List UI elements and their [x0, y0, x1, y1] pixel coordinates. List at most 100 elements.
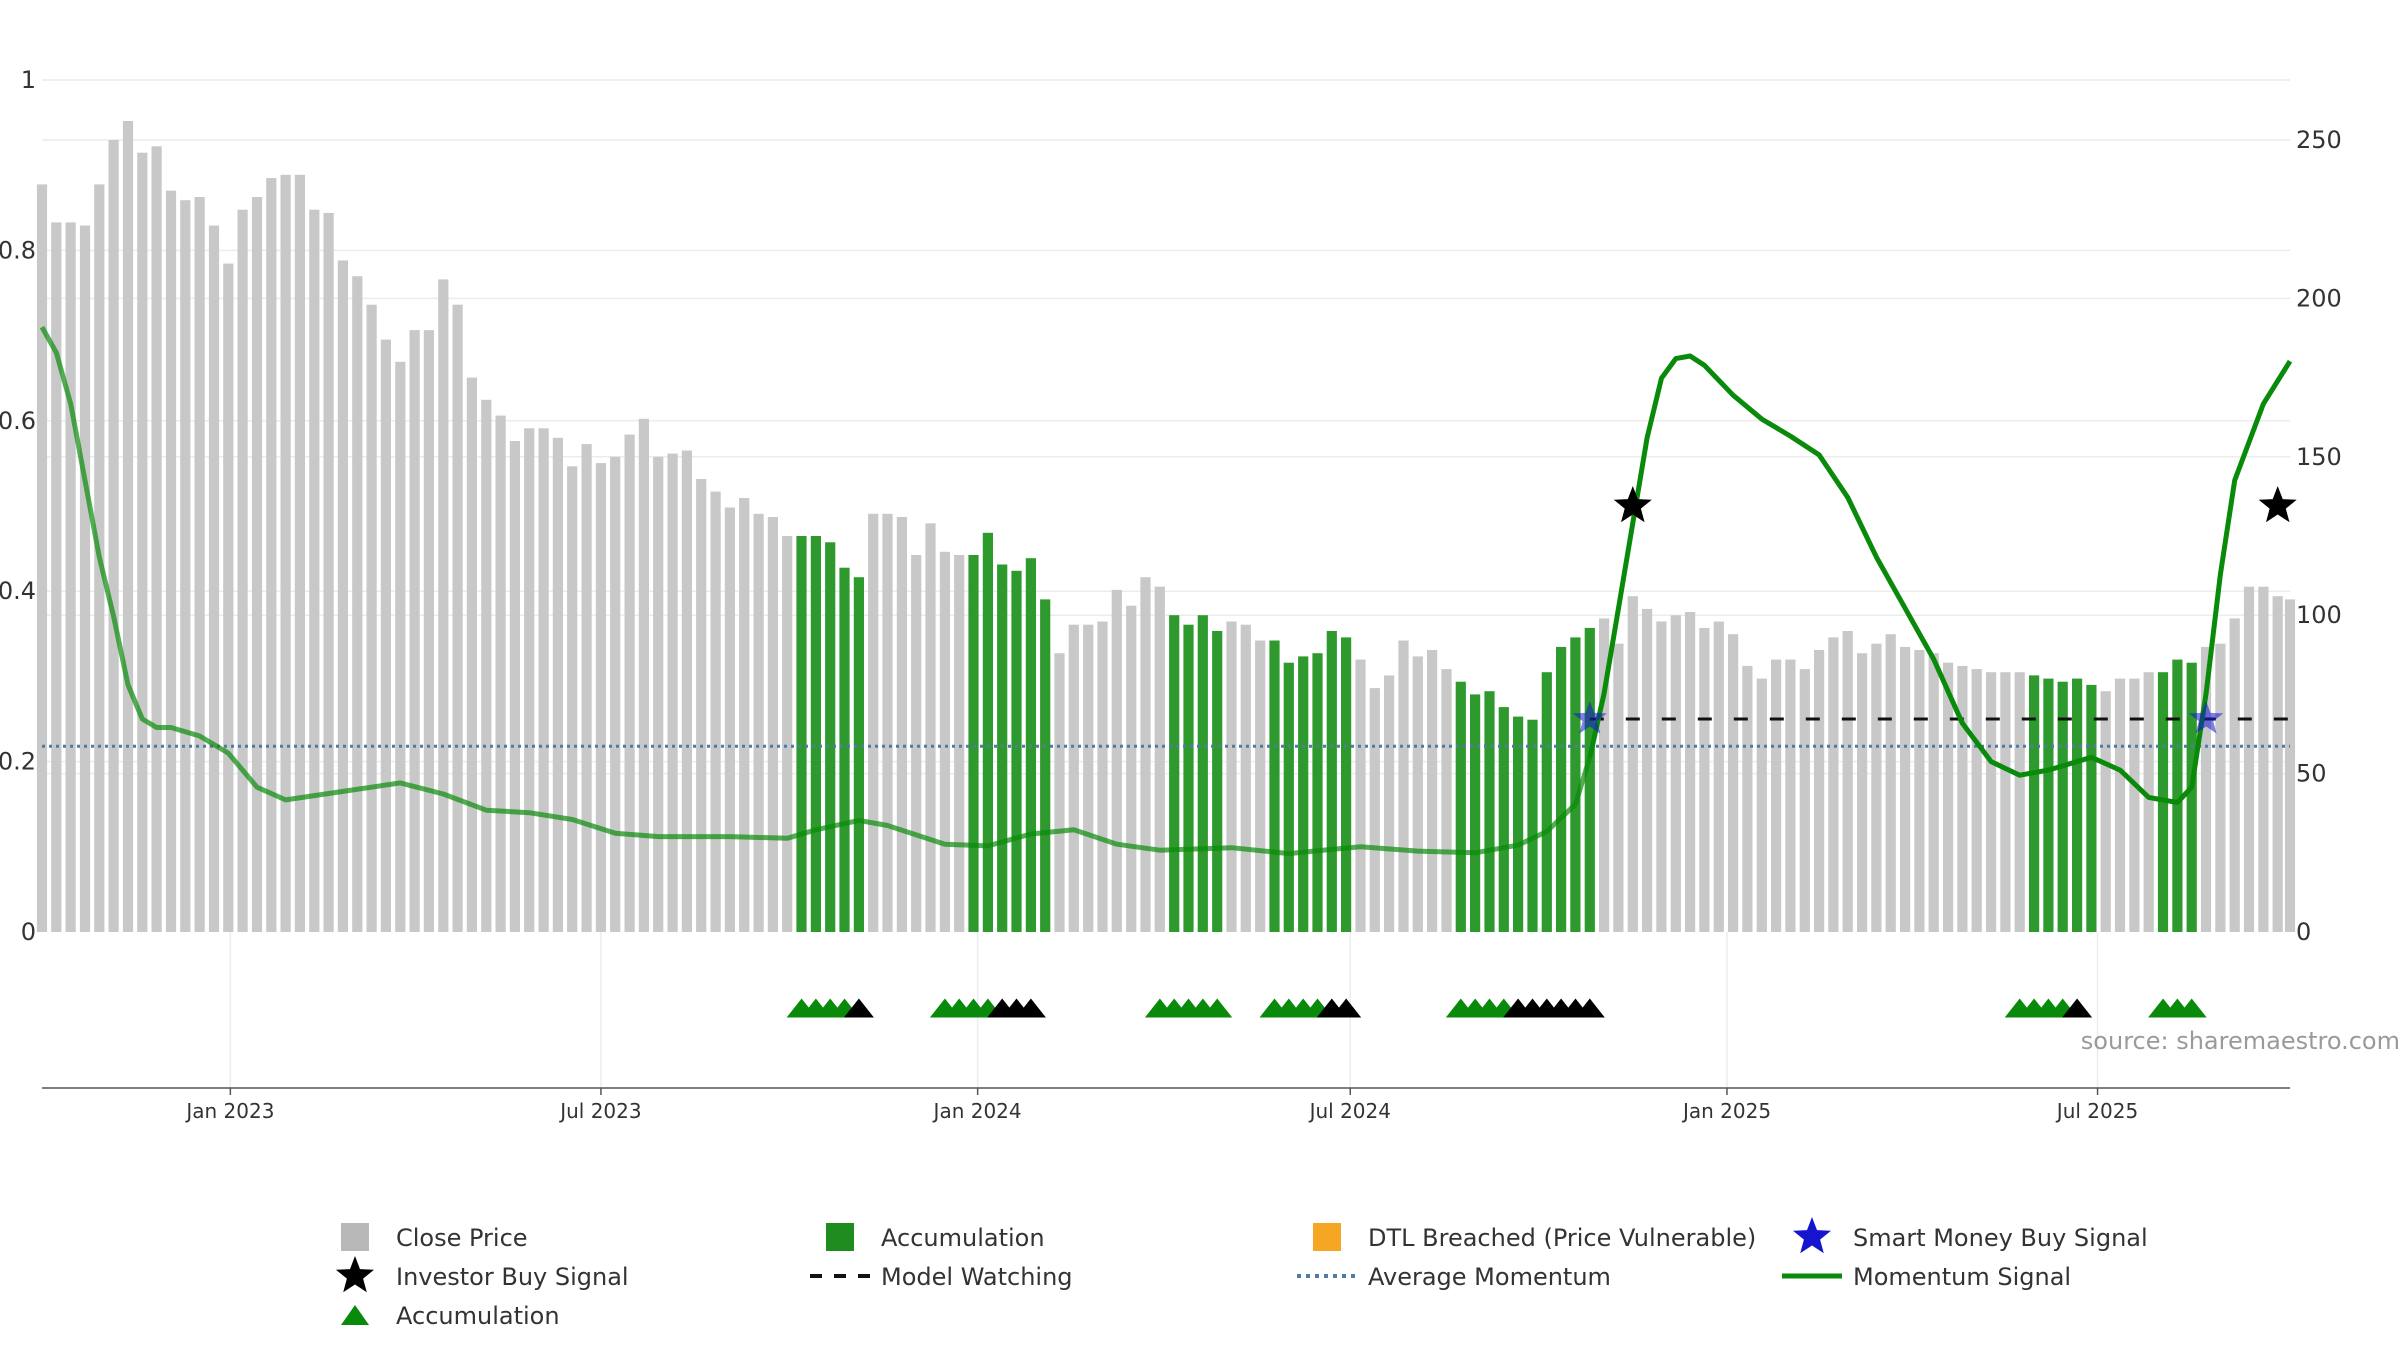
- close-price-bar: [2215, 643, 2226, 932]
- close-price-bar: [1943, 662, 1954, 932]
- close-price-bar: [409, 330, 420, 933]
- close-price-bar: [438, 279, 449, 932]
- close-price-bar: [423, 330, 434, 933]
- momentum-signal-line: [39, 325, 2293, 857]
- close-price-bar: [2114, 678, 2126, 932]
- left-tick-label: 0.2: [0, 748, 36, 776]
- close-price-bar: [1126, 605, 1137, 932]
- legend-label: Momentum Signal: [1853, 1263, 2071, 1291]
- gridlines: [42, 79, 2290, 1088]
- smart-money-buy-star: [1572, 701, 1607, 734]
- accumulation-bar: [2186, 662, 2197, 932]
- right-tick-label: 50: [2296, 760, 2327, 788]
- close-price-bar: [753, 513, 764, 932]
- left-tick-label: 0.4: [0, 577, 36, 605]
- close-price-bar: [280, 174, 291, 933]
- legend-label: Investor Buy Signal: [396, 1263, 629, 1291]
- close-price-bar: [352, 276, 363, 932]
- close-price-bar: [1599, 618, 1610, 932]
- close-price-bar: [696, 479, 707, 932]
- close-price-bars: [36, 121, 2296, 933]
- accumulation-bar: [1527, 719, 1538, 932]
- close-price-bar: [165, 190, 177, 932]
- close-price-bar: [194, 197, 205, 932]
- accumulation-markers: [786, 998, 2207, 1018]
- close-price-bar: [79, 225, 91, 932]
- close-price-bar: [1728, 634, 1739, 932]
- smart-money-buy-star: [2188, 701, 2224, 734]
- close-price-bar: [1384, 675, 1395, 932]
- close-price-bar: [223, 263, 234, 933]
- close-price-bar: [595, 463, 606, 932]
- accumulation-triangle: [1202, 998, 1233, 1018]
- accumulation-bar: [1556, 646, 1567, 932]
- close-price-bar: [1398, 640, 1409, 932]
- left-tick-label: 1: [21, 66, 36, 94]
- distribution-triangle: [2062, 998, 2093, 1018]
- legend-label: Accumulation: [396, 1302, 560, 1330]
- x-tick-label: Jan 2024: [932, 1099, 1022, 1123]
- close-price-bar: [1914, 650, 1925, 932]
- close-price-bar: [1771, 659, 1782, 932]
- close-price-bar: [2100, 691, 2111, 932]
- close-price-bar: [266, 178, 277, 932]
- close-price-bar: [911, 555, 922, 932]
- close-price-bar: [667, 453, 678, 932]
- close-price-bar: [1097, 621, 1108, 932]
- accumulation-bar: [1298, 656, 1309, 932]
- close-price-bar: [65, 222, 76, 932]
- close-price-bar: [1971, 669, 1982, 932]
- close-price-bar: [1627, 596, 1638, 932]
- close-price-bar: [939, 551, 950, 932]
- close-price-bar: [925, 523, 936, 932]
- close-price-bar: [624, 434, 635, 932]
- accumulation-bar: [1040, 599, 1051, 932]
- close-price-bar: [1986, 672, 1997, 932]
- close-price-bar: [1885, 634, 1896, 932]
- accumulation-bar: [1197, 615, 1208, 932]
- close-price-bar: [36, 184, 48, 932]
- close-price-bar: [1154, 586, 1165, 932]
- accumulation-bar: [1570, 637, 1581, 932]
- close-price-bar: [380, 339, 391, 933]
- legend-label: Average Momentum: [1368, 1263, 1611, 1291]
- close-price-bar: [137, 152, 148, 932]
- accumulation-bar: [1498, 707, 1509, 932]
- right-tick-label: 100: [2296, 601, 2342, 629]
- x-tick-label: Jul 2025: [2055, 1099, 2138, 1123]
- close-price-bar: [1140, 577, 1151, 932]
- legend-swatch-triangle: [341, 1305, 369, 1325]
- x-tick-label: Jan 2025: [1681, 1099, 1771, 1123]
- legend-swatch-square: [826, 1223, 854, 1251]
- accumulation-bar: [1341, 637, 1352, 932]
- close-price-bar: [1427, 650, 1438, 932]
- accumulation-bar: [796, 536, 807, 932]
- close-price-bar: [309, 209, 320, 932]
- accumulation-bar: [2072, 678, 2083, 932]
- x-tick-label: Jul 2024: [1308, 1099, 1391, 1123]
- accumulation-bar: [2086, 684, 2097, 932]
- close-price-bar: [108, 140, 119, 932]
- close-price-bar: [1828, 637, 1839, 932]
- close-price-bar: [552, 437, 563, 932]
- legend: Close Price Accumulation DTL Breached (Pri…: [336, 1217, 2148, 1330]
- close-price-bar: [1613, 643, 1624, 932]
- x-tick-label: Jan 2023: [184, 1099, 274, 1123]
- close-price-bar: [294, 174, 305, 933]
- legend-label: Close Price: [396, 1224, 528, 1252]
- close-price-bar: [2014, 672, 2025, 932]
- legend-label: Model Watching: [881, 1263, 1073, 1291]
- legend-swatch-square: [341, 1223, 369, 1251]
- investor-buy-star: [1613, 486, 1652, 523]
- close-price-bar: [767, 517, 778, 932]
- close-price-bar: [366, 304, 377, 932]
- right-tick-label: 250: [2296, 126, 2342, 154]
- close-price-bar: [1756, 678, 1767, 932]
- accumulation-bar: [2172, 659, 2183, 932]
- close-price-bar: [151, 146, 162, 933]
- accumulation-bar: [1283, 662, 1294, 932]
- accumulation-bar: [2043, 678, 2054, 932]
- close-price-bar: [1799, 669, 1810, 932]
- accumulation-bar: [853, 577, 864, 932]
- investor-buy-star: [2258, 486, 2297, 523]
